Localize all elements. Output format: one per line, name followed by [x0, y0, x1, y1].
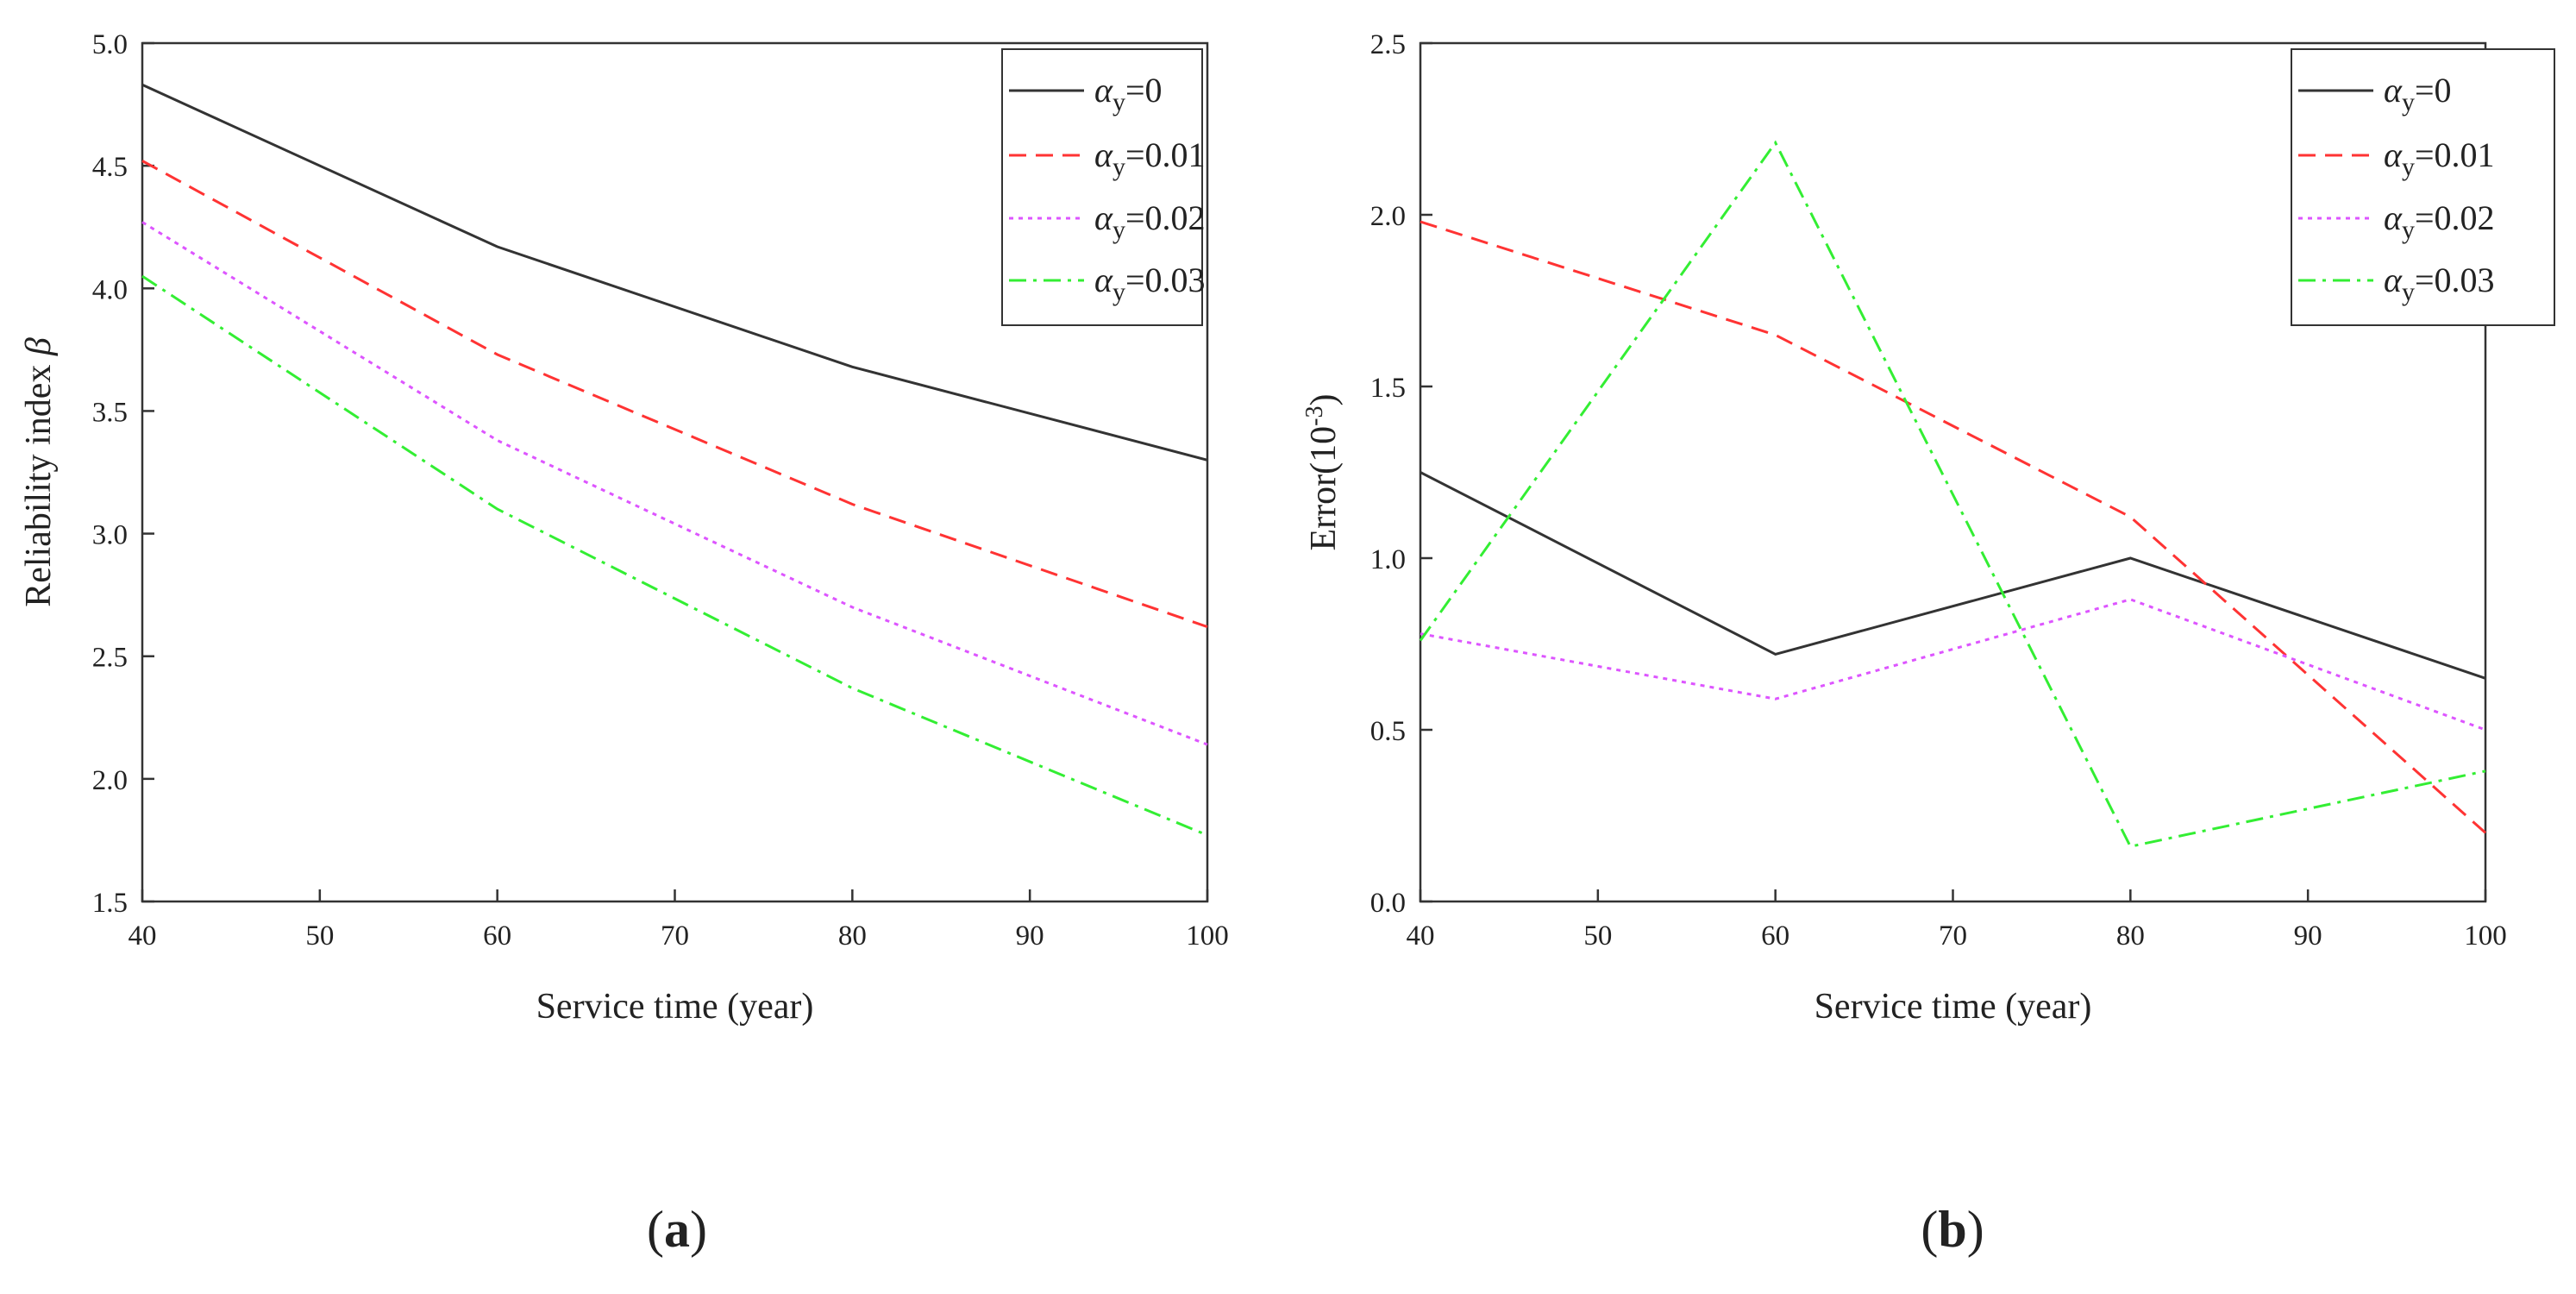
panel-a-x-tick-label: 90	[1016, 920, 1044, 952]
panel-a-y-tick-label: 2.5	[92, 643, 128, 674]
legend-alpha-symbol: α	[1094, 261, 1113, 299]
panel-a-y-tick-label: 4.5	[92, 152, 128, 183]
panel-a-legend-label-1: αy=0	[1094, 71, 1163, 116]
caption-letter: a	[664, 1201, 690, 1258]
panel-a-caption: (a)	[647, 1201, 707, 1258]
panel-a-legend-label-4: αy=0.03	[1094, 261, 1206, 306]
panel-b-caption: (b)	[1921, 1201, 1984, 1258]
legend-subscript: y	[1113, 88, 1125, 116]
panel-a-y-tick-label: 4.0	[92, 274, 128, 305]
legend-subscript: y	[2402, 88, 2415, 116]
panel-b-series-line-2	[1420, 220, 2486, 834]
panel-a-legend-label-2: αy=0.01	[1094, 135, 1206, 181]
legend-subscript: y	[1113, 278, 1125, 306]
caption-open-paren: (	[1921, 1201, 1938, 1258]
panel-b-legend-label-2: αy=0.01	[2384, 135, 2495, 181]
panel-b-y-tick-label: 0.5	[1370, 716, 1406, 747]
legend-alpha-symbol: α	[1094, 71, 1113, 110]
legend-value: =0.01	[1125, 135, 1206, 174]
panel-b-y-axis-title-superscript: -3	[1301, 406, 1328, 426]
panel-b-y-tick-label: 1.0	[1370, 544, 1406, 575]
panel-a-x-tick-label: 70	[661, 920, 689, 952]
panel-a-series-line-1	[141, 83, 1208, 462]
panel-b-x-tick-label: 50	[1583, 920, 1612, 952]
panel-a-y-tick-label: 1.5	[92, 888, 128, 919]
panel-b-y-tick-label: 2.0	[1370, 201, 1406, 232]
legend-alpha-symbol: α	[2384, 198, 2403, 237]
panel-b-x-tick-label: 100	[2464, 920, 2507, 952]
panel-b-x-tick-label: 90	[2294, 920, 2322, 952]
panel-a-series-line-2	[141, 160, 1208, 629]
panel-a-x-tick-label: 80	[838, 920, 867, 952]
panel-a-chart: 40 50 60 70 80 90 100 1.5 2.0 2.5 3.0 3.5 4.0 4.5 5.0 S…	[19, 29, 1229, 1258]
panel-a-x-tick-label: 40	[128, 920, 157, 952]
legend-value: =0.03	[2415, 261, 2495, 299]
legend-value: =0	[1125, 71, 1163, 110]
panel-a-y-tick-label: 2.0	[92, 765, 128, 796]
panel-a-series-line-3	[141, 221, 1208, 746]
caption-open-paren: (	[647, 1201, 664, 1258]
panel-a-x-axis-title: Service time (year)	[536, 987, 814, 1027]
legend-value: =0.02	[2415, 198, 2495, 237]
legend-subscript: y	[1113, 216, 1125, 244]
panel-a-y-axis-title-text: Reliability index	[19, 365, 59, 607]
panel-b-series-line-4	[1419, 140, 2486, 849]
panel-b-y-tick-label: 2.5	[1370, 29, 1406, 60]
panel-a-x-tick-label: 50	[305, 920, 334, 952]
legend-value: =0.01	[2415, 135, 2495, 174]
panel-a-y-axis-title: Reliability index β	[19, 337, 59, 607]
panel-a-x-tick-label: 100	[1186, 920, 1229, 952]
panel-b-chart: 40 50 60 70 80 90 100 0.0 0.5 1.0 1.5 2.0 2.5 Service…	[1301, 29, 2555, 1258]
panel-b-legend-label-1: αy=0	[2384, 71, 2452, 116]
legend-value: =0.02	[1125, 198, 1206, 237]
legend-alpha-symbol: α	[2384, 71, 2403, 110]
panel-a-y-axis-title-symbol: β	[19, 337, 59, 365]
caption-close-paren: )	[690, 1201, 707, 1258]
panel-b-series-line-3	[1420, 598, 2486, 732]
panel-b-x-tick-label: 70	[1939, 920, 1967, 952]
legend-alpha-symbol: α	[1094, 198, 1113, 237]
panel-b-y-axis-title-text: Error(10	[1304, 426, 1344, 551]
panel-b-x-axis-title: Service time (year)	[1814, 987, 2092, 1027]
panel-a-series-line-4	[141, 274, 1208, 837]
panel-b-x-tick-label: 60	[1761, 920, 1789, 952]
panel-a-x-tick-label: 60	[483, 920, 511, 952]
legend-alpha-symbol: α	[2384, 261, 2403, 299]
caption-letter: b	[1938, 1201, 1966, 1258]
panel-b-x-tick-label: 80	[2116, 920, 2145, 952]
panel-a-y-tick-label: 5.0	[92, 29, 128, 60]
panel-b-y-tick-label: 0.0	[1370, 888, 1406, 919]
caption-close-paren: )	[1967, 1201, 1984, 1258]
panel-b-y-tick-label: 1.5	[1370, 373, 1406, 404]
panel-b-y-axis-title-suffix: )	[1304, 394, 1344, 406]
panel-b-legend-label-3: αy=0.02	[2384, 198, 2495, 244]
panel-a-legend-label-3: αy=0.02	[1094, 198, 1206, 244]
legend-subscript: y	[2402, 153, 2415, 181]
legend-alpha-symbol: α	[2384, 135, 2403, 174]
legend-value: =0	[2415, 71, 2452, 110]
panel-a-y-tick-label: 3.5	[92, 397, 128, 428]
legend-subscript: y	[1113, 153, 1125, 181]
panel-b-y-axis-title: Error(10-3)	[1301, 394, 1344, 551]
panel-b-x-tick-label: 40	[1407, 920, 1435, 952]
legend-subscript: y	[2402, 278, 2415, 306]
panel-a-y-tick-label: 3.0	[92, 520, 128, 551]
legend-subscript: y	[2402, 216, 2415, 244]
panel-b-series-line-1	[1420, 471, 2486, 680]
legend-value: =0.03	[1125, 261, 1206, 299]
panel-b-legend-label-4: αy=0.03	[2384, 261, 2495, 306]
legend-alpha-symbol: α	[1094, 135, 1113, 174]
